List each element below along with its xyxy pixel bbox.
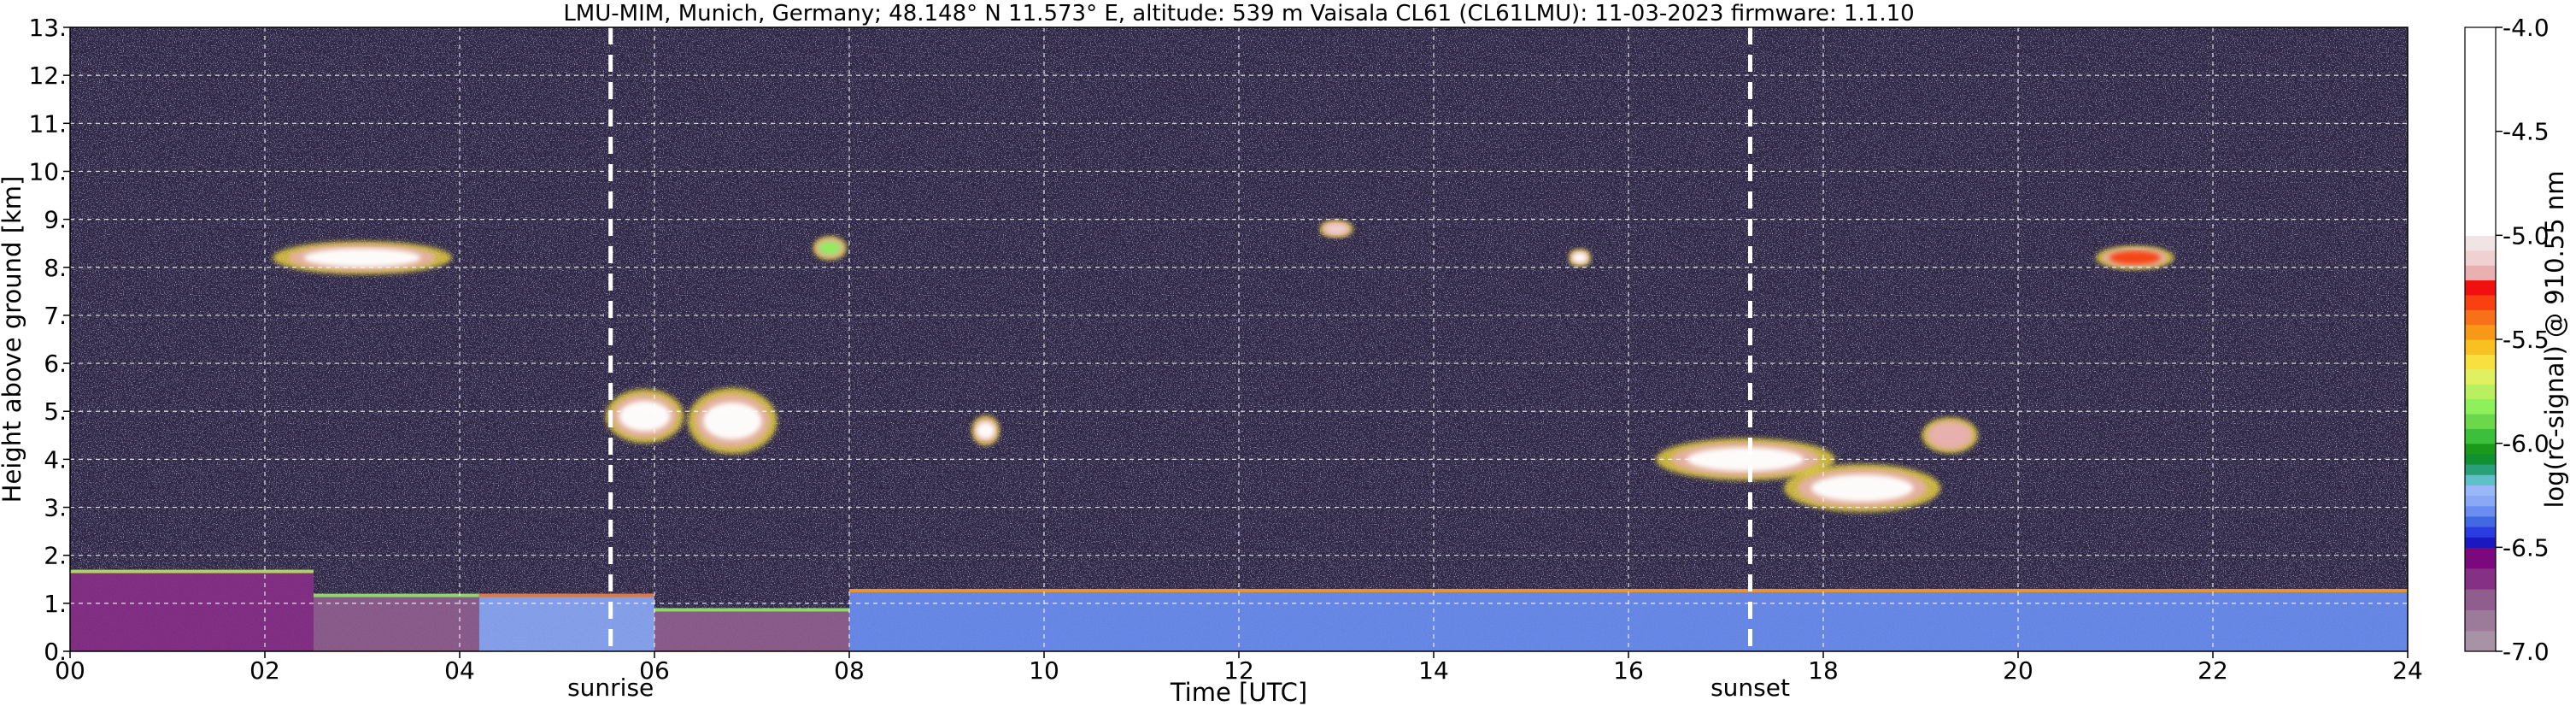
boundary-layer-top-edge xyxy=(70,569,314,574)
colorbar-segment xyxy=(2465,443,2496,455)
cloud-core xyxy=(819,241,842,256)
grid-lines xyxy=(70,27,2408,651)
annotation-label-sunset: sunset xyxy=(1710,674,1790,702)
colorbar-tick-label: -6.0 xyxy=(2503,430,2550,458)
y-tick-label: 7. xyxy=(44,302,67,330)
x-tick-label: 04 xyxy=(444,656,475,685)
boundary-layer-group xyxy=(70,569,2408,651)
cloud-core xyxy=(1931,425,1969,446)
boundary-layer-top-edge xyxy=(654,608,849,612)
colorbar-tick-label: -6.5 xyxy=(2503,533,2550,562)
colorbar-segment xyxy=(2465,464,2496,475)
colorbar-segment xyxy=(2465,413,2496,429)
colorbar-tick-label: -4.0 xyxy=(2503,14,2550,42)
x-tick-label: 24 xyxy=(2392,656,2423,685)
colorbar-ticks: -7.0 -6.5 -6.0 -5.5 -5.0 -4.5 -4.0 xyxy=(2496,14,2550,666)
cloud-core xyxy=(619,401,671,432)
colorbar-segment xyxy=(2465,265,2496,281)
y-tick-label: 3. xyxy=(44,494,67,522)
y-tick-label: 0. xyxy=(44,638,67,666)
annotation-labels: sunrise sunset xyxy=(567,674,1790,702)
y-tick-label: 6. xyxy=(44,350,67,378)
colorbar-segment xyxy=(2465,428,2496,444)
colorbar-tick-label: -7.0 xyxy=(2503,638,2550,666)
cloud-core xyxy=(703,402,762,440)
y-axis-label: Height above ground [km] xyxy=(0,176,26,503)
x-tick-label: 20 xyxy=(2003,656,2033,685)
colorbar xyxy=(2464,26,2497,652)
colorbar-segment xyxy=(2465,515,2496,527)
boundary-layer-segment xyxy=(654,608,849,651)
colorbar-segment xyxy=(2465,339,2496,355)
y-tick-label: 2. xyxy=(44,542,67,570)
boundary-layer-segment xyxy=(314,593,479,651)
colorbar-segment xyxy=(2465,609,2496,632)
y-tick-label: 13. xyxy=(28,14,67,42)
colorbar-segment xyxy=(2465,495,2496,507)
boundary-layer-top-edge xyxy=(849,589,2408,592)
colorbar-segment xyxy=(2465,324,2496,340)
x-tick-label: 02 xyxy=(249,656,280,685)
colorbar-segment xyxy=(2465,309,2496,326)
cloud-core xyxy=(1572,252,1587,263)
y-tick-label: 8. xyxy=(44,254,67,282)
x-tick-label: 06 xyxy=(639,656,670,685)
colorbar-segment xyxy=(2465,527,2496,538)
x-axis-ticks: 00 02 04 06 08 10 12 14 16 18 20 22 24 xyxy=(55,651,2423,685)
colorbar-segment xyxy=(2465,354,2496,370)
cloud-core xyxy=(303,248,421,268)
cloud-core xyxy=(1325,223,1347,234)
y-axis-ticks: 0. 1. 2. 3. 4. 5. 6. 7. 8. 9. 10. 11. 12. 13. xyxy=(28,14,70,666)
y-tick-label: 1. xyxy=(44,590,67,618)
annotation-label-sunrise: sunrise xyxy=(567,674,654,702)
y-tick-label: 12. xyxy=(28,62,67,90)
sun-event-lines xyxy=(608,27,1752,651)
cloud-core xyxy=(976,421,995,439)
boundary-layer-top-edge xyxy=(478,593,654,597)
x-tick-label: 10 xyxy=(1029,656,1059,685)
x-tick-label: 00 xyxy=(55,656,85,685)
colorbar-segment xyxy=(2465,505,2496,517)
colorbar-segment xyxy=(2465,250,2496,266)
colorbar-segment xyxy=(2465,368,2496,385)
x-tick-label: 16 xyxy=(1613,656,1644,685)
x-axis-label: Time [UTC] xyxy=(1170,678,1307,706)
x-tick-label: 18 xyxy=(1808,656,1839,685)
colorbar-segment xyxy=(2465,384,2496,400)
colorbar-segment xyxy=(2465,485,2496,497)
colorbar-segment xyxy=(2465,589,2496,610)
colorbar-segment xyxy=(2465,453,2496,465)
colorbar-segment xyxy=(2465,279,2496,296)
colorbar-segment xyxy=(2465,294,2496,310)
colorbar-segment xyxy=(2465,235,2496,251)
colorbar-tick-label: -4.5 xyxy=(2503,118,2550,146)
cloud-core xyxy=(1810,474,1914,502)
y-tick-label: 9. xyxy=(44,206,67,234)
boundary-layer-segment xyxy=(478,593,654,651)
y-tick-label: 4. xyxy=(44,445,67,474)
colorbar-tick-label: -5.0 xyxy=(2503,221,2550,250)
colorbar-segment xyxy=(2465,537,2496,548)
x-tick-label: 14 xyxy=(1418,656,1449,685)
x-tick-label: 12 xyxy=(1223,656,1254,685)
colorbar-segment xyxy=(2465,568,2496,590)
colorbar-segment xyxy=(2465,474,2496,485)
colorbar-segment xyxy=(2465,630,2496,652)
x-tick-label: 08 xyxy=(834,656,865,685)
chart-title: LMU-MIM, Munich, Germany; 48.148° N 11.5… xyxy=(563,1,1914,26)
y-tick-label: 10. xyxy=(28,157,67,185)
x-tick-label: 22 xyxy=(2198,656,2228,685)
colorbar-segment xyxy=(2465,398,2496,415)
colorbar-tick-label: -5.5 xyxy=(2503,326,2550,354)
colorbar-segment xyxy=(2465,547,2496,569)
y-tick-label: 11. xyxy=(28,109,67,138)
boundary-layer-top-edge xyxy=(314,593,479,597)
cloud-core xyxy=(2109,250,2161,265)
colorbar-label: log(rc-signal) @ 910.55 nm xyxy=(2540,170,2569,508)
y-tick-label: 5. xyxy=(44,397,67,426)
colorbar-segment xyxy=(2465,27,2496,236)
boundary-layer-segment xyxy=(70,569,314,651)
